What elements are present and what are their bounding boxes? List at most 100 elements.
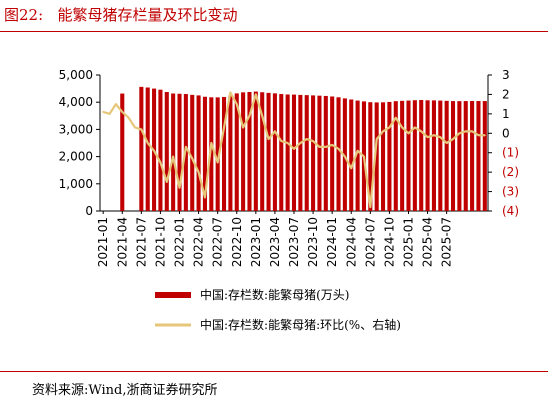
bar [400,100,405,211]
line-point [134,126,136,129]
bar [241,92,246,211]
line-point [223,126,225,129]
left-tick-label: 0 [85,204,93,218]
line-point [324,145,327,148]
line-point [102,111,105,113]
line-point [197,171,200,174]
line-point [127,116,130,119]
x-tick-label: 2022-07 [211,217,225,267]
x-tick-label: 2022-04 [192,217,206,267]
line-point [216,161,219,164]
x-tick-label: 2022-01 [173,217,187,267]
bar [342,98,347,211]
bar [438,100,443,211]
bar [349,99,354,211]
bar [272,93,277,211]
bar [387,101,392,211]
line-point [261,114,264,117]
line-point [235,103,238,106]
source-rule [0,371,548,372]
right-tick-label: (3) [502,185,519,199]
x-tick-label: 2025-07 [440,217,454,267]
line-point [178,186,181,189]
right-tick-label: 2 [502,87,510,101]
x-tick-label: 2025-01 [401,217,415,267]
bar [145,87,150,211]
bar [431,100,436,211]
line-point [382,130,384,133]
line-point [254,93,257,96]
x-tick-label: 2022-10 [230,217,244,267]
line-point [483,134,486,137]
bar [336,97,341,211]
bar [419,100,424,211]
x-tick-label: 2023-07 [287,217,301,267]
line-point [210,142,213,144]
x-tick-label: 2023-10 [306,217,320,267]
line-point [426,136,429,139]
line-point [115,103,117,106]
line-point [312,140,314,142]
source-note: 资料来源:Wind,浙商证券研究所 [32,383,218,398]
bar [406,100,411,211]
bar [323,95,328,211]
line-point [159,161,162,164]
line-point [471,130,473,133]
legend-bar-swatch [155,292,191,298]
line-point [305,138,308,141]
bar [164,92,169,211]
bar [470,101,475,211]
left-tick-label: 5,000 [59,68,93,82]
bar [266,92,271,211]
x-tick-label: 2021-01 [96,217,110,267]
line-series [102,91,486,209]
bar [215,97,220,211]
line-point [293,147,295,150]
left-tick-label: 3,000 [59,122,93,136]
line-point [184,145,187,148]
x-tick-label: 2024-04 [344,217,358,267]
bar [425,100,430,211]
line-point [363,155,365,158]
bar [139,86,144,211]
bar [304,95,309,211]
bar [374,102,379,211]
line-point [394,116,397,119]
line-point [318,145,321,148]
bar [228,95,233,211]
bar [482,101,487,211]
line-point [433,134,435,137]
bar [330,96,335,211]
right-tick-label: (1) [502,146,519,160]
bar [285,94,290,211]
bar [457,101,462,211]
line-point [299,142,302,144]
bar [158,89,163,211]
line-point [407,132,410,135]
bar-series [120,86,487,211]
bar [196,95,201,211]
bar [450,101,456,211]
bar [355,100,360,211]
x-tick-label: 2025-04 [421,217,435,267]
line-point [369,206,372,209]
title-rule [0,31,548,32]
line-point [229,91,232,94]
legend: 中国:存栏数:能繁母猪(万头) 中国:存栏数:能繁母猪:环比(%、右轴) [155,287,401,332]
bar [171,93,176,211]
legend-line-label: 中国:存栏数:能繁母猪:环比(%、右轴) [200,317,401,332]
line-point [248,114,251,117]
x-tick-label: 2023-04 [268,217,282,267]
line-point [458,132,461,135]
x-tick-label: 2024-01 [325,217,339,267]
figure-title: 图22: 能繁母猪存栏量及环比变动 [4,6,238,24]
bar [190,94,195,211]
bar [311,95,316,211]
left-tick-label: 1,000 [59,177,93,191]
line-point [121,111,124,113]
bar [444,100,449,211]
line-point [108,112,111,115]
bar [381,102,386,211]
line-point [286,142,289,144]
line-point [420,130,423,133]
